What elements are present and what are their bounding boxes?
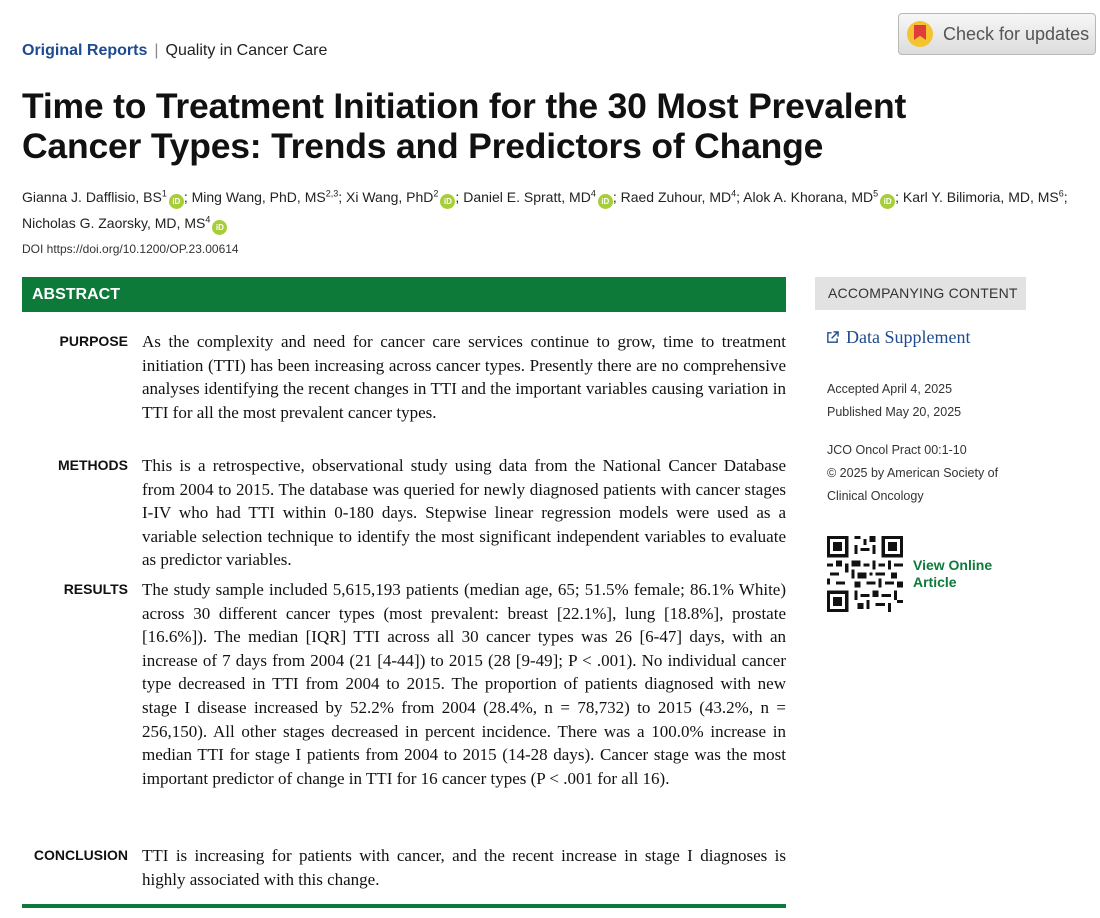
section-text: As the complexity and need for cancer ca… (142, 332, 786, 422)
author[interactable]: Xi Wang, PhD2iD; (346, 188, 460, 209)
section-label: PURPOSE (59, 333, 128, 349)
crossmark-icon (907, 21, 933, 47)
copyright-line-1: © 2025 by American Society of (827, 466, 999, 480)
view-online-label: Article (913, 574, 957, 590)
author-name: Nicholas G. Zaorsky, MD, MS (22, 215, 206, 232)
data-supplement-link[interactable]: Data Supplement (826, 327, 970, 348)
author-separator: ; (338, 188, 343, 205)
header-separator: | (154, 42, 159, 59)
orcid-icon[interactable]: iD (880, 193, 896, 209)
journal-citation: JCO Oncol Pract 00:1-10 (827, 443, 967, 457)
author-separator: ; (895, 188, 899, 205)
orcid-icon[interactable]: iD (597, 193, 613, 209)
orcid-icon[interactable]: iD (440, 193, 456, 209)
author[interactable]: Raed Zuhour, MD4; (620, 188, 741, 205)
author[interactable]: Ming Wang, PhD, MS2,3; (191, 188, 343, 205)
author-separator: ; (612, 188, 617, 205)
copyright-line-2: Clinical Oncology (827, 489, 924, 503)
affiliation-superscript: 1 (161, 188, 167, 198)
orcid-icon[interactable]: iD (212, 220, 228, 236)
section-label: METHODS (58, 457, 128, 473)
affiliation-superscript: 2,3 (325, 188, 339, 198)
accepted-date: Accepted April 4, 2025 (827, 382, 953, 396)
author-name: Karl Y. Bilimoria, MD, MS (902, 188, 1059, 205)
affiliation-superscript: 4 (590, 188, 596, 198)
author[interactable]: Nicholas G. Zaorsky, MD, MS4iD (22, 214, 228, 236)
accompanying-content-heading: ACCOMPANYING CONTENT (815, 277, 1026, 310)
doi[interactable]: DOI https://doi.org/10.1200/OP.23.00614 (22, 242, 239, 256)
author[interactable]: Karl Y. Bilimoria, MD, MS6; (902, 188, 1068, 205)
orcid-icon[interactable]: iD (168, 193, 184, 209)
affiliation-superscript: 4 (205, 214, 211, 225)
section-label: CONCLUSION (33, 847, 128, 863)
author-name: Ming Wang, PhD, MS (191, 188, 326, 205)
subsection-label: Quality in Cancer Care (165, 42, 328, 59)
author[interactable]: Alok A. Khorana, MD5iD; (743, 188, 899, 209)
external-link-icon (827, 331, 839, 343)
author[interactable]: Daniel E. Spratt, MD4iD; (463, 188, 617, 209)
section-divider (22, 904, 786, 908)
affiliation-superscript: 2 (433, 188, 439, 198)
section-text: TTI is increasing for patients with canc… (142, 846, 786, 889)
article-category: Original Reports | Quality in Cancer Care (22, 42, 327, 60)
view-online-label: View Online (913, 557, 993, 573)
author-name: Gianna J. Dafflisio, BS (22, 188, 162, 205)
author-name: Alok A. Khorana, MD (743, 188, 874, 205)
author-list: Gianna J. Dafflisio, BS1iD; Ming Wang, P… (22, 182, 1082, 236)
author-separator: ; (736, 188, 741, 205)
section-text: This is a retrospective, observational s… (142, 456, 786, 570)
section-link[interactable]: Original Reports (22, 42, 148, 59)
article-title: Time to Treatment Initiation for the 30 … (22, 86, 907, 166)
author[interactable]: Gianna J. Dafflisio, BS1iD; (22, 188, 188, 209)
affiliation-superscript: 5 (873, 188, 879, 198)
author-name: Daniel E. Spratt, MD (463, 188, 591, 205)
check-for-updates-label: Check for updates (943, 23, 1090, 44)
view-online-article-link[interactable]: View Online Article (913, 557, 992, 591)
published-date: Published May 20, 2025 (827, 405, 962, 419)
qr-code[interactable] (826, 536, 904, 612)
abstract-heading: ABSTRACT (22, 277, 786, 312)
author-separator: ; (1063, 188, 1068, 205)
author-separator: ; (455, 188, 460, 205)
section-text: The study sample included 5,615,193 pati… (142, 580, 786, 788)
author-name: Xi Wang, PhD (346, 188, 434, 205)
author-separator: ; (183, 188, 188, 205)
section-label: RESULTS (63, 581, 128, 597)
author-name: Raed Zuhour, MD (620, 188, 732, 205)
affiliation-superscript: 4 (731, 188, 737, 198)
data-supplement-label: Data Supplement (846, 327, 971, 347)
affiliation-superscript: 6 (1058, 188, 1064, 198)
check-for-updates-button[interactable]: Check for updates (898, 13, 1096, 55)
